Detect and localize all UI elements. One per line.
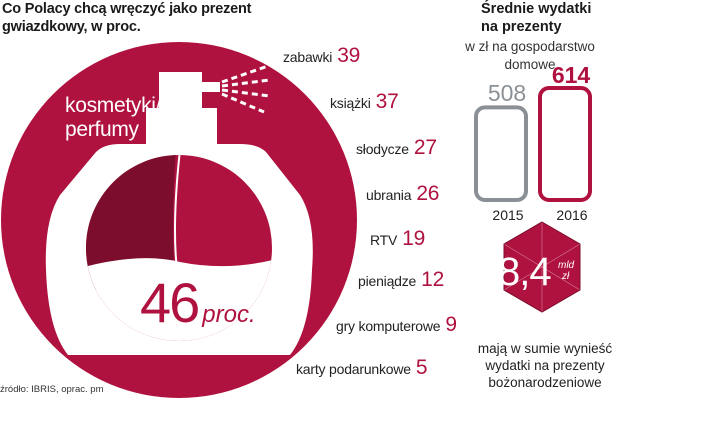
- spending-bars: [474, 86, 592, 313]
- category-value: 12: [421, 268, 445, 291]
- category-item: gry komputerowe 9: [336, 313, 457, 337]
- chart-title-line2: gwiazdkowy, w proc.: [2, 19, 141, 35]
- total-unit-line2: zł: [562, 271, 570, 282]
- chart-title-line1: Co Polacy chcą wręczyć jako prezent: [2, 1, 252, 17]
- bar-year-2015: 2015: [492, 207, 524, 223]
- category-label: karty podarunkowe: [296, 361, 411, 377]
- main-value-unit: proc.: [202, 301, 256, 328]
- bar-2016: [538, 86, 592, 202]
- category-label: RTV: [370, 232, 398, 248]
- category-item: książki 37: [330, 90, 399, 114]
- main-category-label-line1: kosmetyki/: [65, 94, 162, 117]
- total-caption: mają w sumie wynieść wydatki na prezenty…: [450, 340, 640, 391]
- category-item: RTV 19: [370, 227, 425, 251]
- bottle-cap: [159, 72, 202, 110]
- right-title-line2: na prezenty: [481, 19, 562, 35]
- right-subtitle: w zł na gospodarstwo domowe: [460, 38, 600, 74]
- total-caption-line3: bożonarodzeniowe: [488, 375, 602, 390]
- category-label: książki: [330, 95, 371, 111]
- bar-value-2015: 508: [487, 80, 527, 106]
- category-label: słodycze: [356, 141, 409, 157]
- category-label: pieniądze: [358, 273, 417, 289]
- right-title: Średnie wydatki na prezenty: [481, 0, 591, 36]
- sprayer-nozzle: [202, 82, 220, 92]
- perfume-bottle-illustration: [1, 42, 357, 398]
- total-caption-line1: mają w sumie wynieść: [477, 341, 613, 356]
- category-label: gry komputerowe: [336, 318, 441, 334]
- category-item: karty podarunkowe 5: [296, 356, 428, 380]
- total-value: 8,4: [498, 250, 552, 294]
- total-unit-line1: mld: [558, 260, 575, 271]
- total-hexagon: [504, 222, 580, 312]
- category-item: słodycze 27: [356, 136, 437, 160]
- category-item: pieniądze 12: [358, 268, 444, 292]
- spray-icon: [221, 64, 271, 114]
- chart-title: Co Polacy chcą wręczyć jako prezent gwia…: [2, 0, 262, 36]
- category-label: ubrania: [366, 187, 412, 203]
- category-value: 19: [402, 227, 426, 250]
- category-value: 39: [337, 44, 361, 67]
- category-value: 26: [416, 182, 440, 205]
- category-value: 5: [415, 356, 428, 379]
- source-note: źródło: IBRIS, oprac. pm: [0, 384, 104, 395]
- category-item: zabawki 39: [283, 44, 360, 68]
- category-value: 9: [445, 313, 457, 336]
- total-caption-line2: wydatki na prezenty: [485, 358, 605, 373]
- main-value-number: 46: [140, 271, 200, 334]
- bar-value-2016: 614: [551, 62, 591, 88]
- bar-2015: [474, 105, 528, 202]
- category-item: ubrania 26: [366, 182, 439, 206]
- category-value: 37: [375, 90, 399, 113]
- main-category-value: 46 proc.: [140, 270, 256, 335]
- total-unit: mld zł: [558, 260, 574, 282]
- main-category-label: kosmetyki/ perfumy: [65, 94, 161, 142]
- right-subtitle-line1: w zł na gospodarstwo: [465, 39, 595, 54]
- main-category-label-line2: perfumy: [65, 118, 139, 141]
- category-value: 27: [413, 136, 437, 159]
- right-subtitle-line2: domowe: [504, 57, 556, 72]
- right-title-line1: Średnie wydatki: [481, 1, 592, 17]
- category-label: zabawki: [283, 49, 333, 65]
- bar-year-2016: 2016: [556, 207, 588, 223]
